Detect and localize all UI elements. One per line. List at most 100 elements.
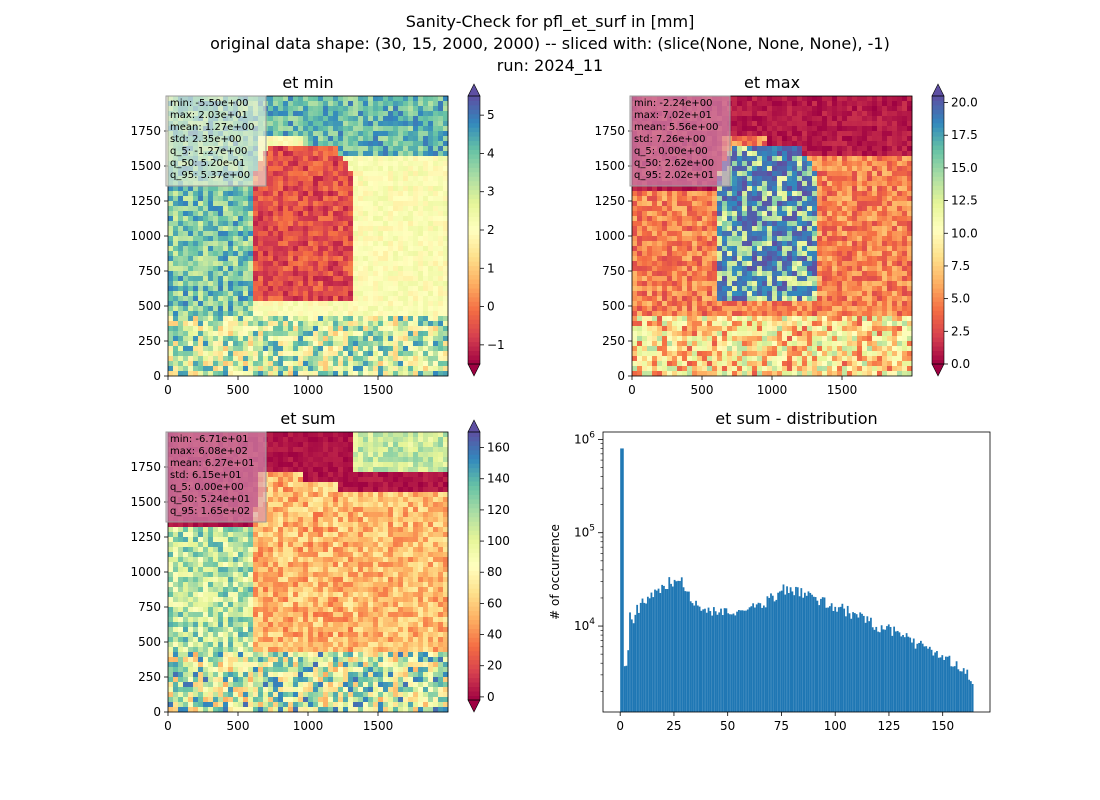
heatmap-cell (243, 306, 249, 312)
heatmap-cell (428, 291, 434, 297)
heatmap-cell (752, 296, 758, 302)
heatmap-cell (727, 201, 733, 207)
heatmap-cell (657, 271, 663, 277)
heatmap-cell (313, 181, 319, 187)
heatmap-cell (777, 241, 783, 247)
heatmap-cell (692, 346, 698, 352)
heatmap-cell (288, 276, 294, 282)
heatmap-cell (323, 231, 329, 237)
heatmap-cell (328, 191, 334, 197)
colorbar-band (468, 355, 480, 360)
heatmap-cell (423, 281, 429, 287)
heatmap-cell (672, 241, 678, 247)
heatmap-cell (692, 356, 698, 362)
heatmap-cell (308, 301, 314, 307)
heatmap-cell (228, 246, 234, 252)
heatmap-cell (283, 151, 289, 157)
heatmap-cell (747, 211, 753, 217)
heatmap-cell (418, 126, 424, 132)
heatmap-cell (408, 106, 414, 112)
heatmap-cell (697, 186, 703, 192)
heatmap-cell (223, 291, 229, 297)
heatmap-cell (293, 181, 299, 187)
heatmap-cell (423, 361, 429, 367)
heatmap-cell (198, 281, 204, 287)
heatmap-cell (418, 201, 424, 207)
heatmap-cell (243, 216, 249, 222)
heatmap-cell (368, 371, 374, 377)
heatmap-cell (313, 236, 319, 242)
heatmap-cell (762, 96, 768, 102)
heatmap-cell (393, 341, 399, 347)
heatmap-cell (278, 321, 284, 327)
heatmap-cell (398, 336, 404, 342)
heatmap-cell (358, 366, 364, 372)
heatmap-cell (747, 356, 753, 362)
heatmap-cell (353, 176, 359, 182)
heatmap-cell (388, 136, 394, 142)
heatmap-cell (238, 261, 244, 267)
heatmap-cell (747, 296, 753, 302)
heatmap-cell (218, 311, 224, 317)
heatmap-cell (368, 336, 374, 342)
heatmap-cell (303, 111, 309, 117)
heatmap-cell (358, 361, 364, 367)
heatmap-cell (443, 161, 449, 167)
heatmap-cell (747, 186, 753, 192)
heatmap-cell (388, 291, 394, 297)
heatmap-cell (343, 361, 349, 367)
heatmap-cell (228, 321, 234, 327)
heatmap-cell (652, 326, 658, 332)
heatmap-cell (677, 311, 683, 317)
heatmap-cell (318, 211, 324, 217)
heatmap-cell (767, 296, 773, 302)
heatmap-cell (313, 191, 319, 197)
heatmap-cell (767, 106, 773, 112)
heatmap-cell (413, 196, 419, 202)
heatmap-cell (203, 281, 209, 287)
heatmap-cell (278, 316, 284, 322)
heatmap-cell (233, 366, 239, 372)
heatmap-cell (707, 341, 713, 347)
heatmap-cell (398, 161, 404, 167)
heatmap-cell (737, 106, 743, 112)
heatmap-cell (413, 371, 419, 377)
heatmap-cell (378, 261, 384, 267)
heatmap-cell (393, 316, 399, 322)
heatmap-cell (393, 126, 399, 132)
heatmap-cell (667, 316, 673, 322)
heatmap-cell (438, 301, 444, 307)
heatmap-cell (642, 266, 648, 272)
heatmap-cell (423, 131, 429, 137)
heatmap-cell (208, 276, 214, 282)
heatmap-cell (278, 356, 284, 362)
heatmap-cell (408, 121, 414, 127)
heatmap-cell (682, 186, 688, 192)
heatmap-cell (303, 341, 309, 347)
heatmap-cell (283, 306, 289, 312)
heatmap-cell (388, 356, 394, 362)
heatmap-cell (682, 261, 688, 267)
colorbar-band (468, 113, 480, 119)
heatmap-cell (787, 116, 793, 122)
heatmap-cell (443, 366, 449, 372)
heatmap-cell (278, 346, 284, 352)
heatmap-cell (752, 151, 758, 157)
heatmap-cell (263, 316, 269, 322)
heatmap-cell (178, 261, 184, 267)
heatmap-cell (637, 281, 643, 287)
heatmap-cell (752, 236, 758, 242)
heatmap-cell (323, 176, 329, 182)
heatmap-cell (178, 296, 184, 302)
heatmap-cell (323, 321, 329, 327)
heatmap-cell (188, 236, 194, 242)
heatmap-cell (273, 146, 279, 152)
heatmap-cell (632, 201, 638, 207)
heatmap-cell (667, 266, 673, 272)
heatmap-cell (303, 321, 309, 327)
heatmap-cell (178, 371, 184, 377)
heatmap-cell (662, 296, 668, 302)
heatmap-cell (343, 191, 349, 197)
heatmap-cell (393, 171, 399, 177)
heatmap-cell (443, 216, 449, 222)
